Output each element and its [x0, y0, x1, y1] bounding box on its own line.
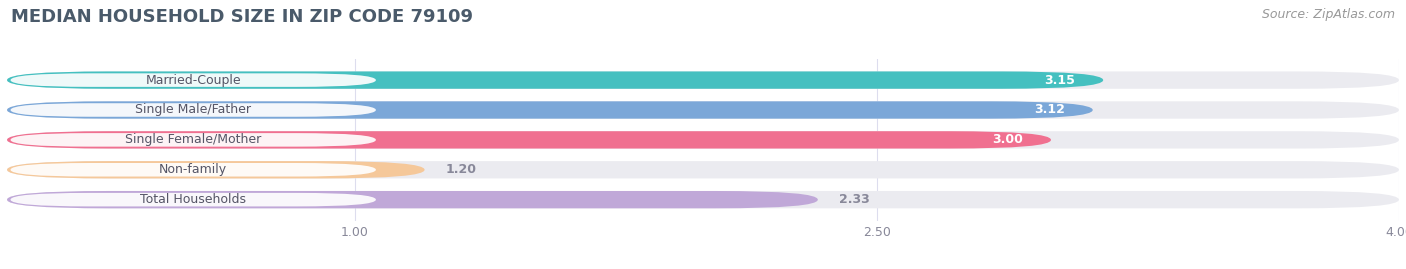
Text: 3.15: 3.15 — [1045, 74, 1076, 87]
Text: Source: ZipAtlas.com: Source: ZipAtlas.com — [1261, 8, 1395, 21]
FancyBboxPatch shape — [7, 161, 425, 178]
FancyBboxPatch shape — [10, 103, 375, 117]
FancyBboxPatch shape — [10, 133, 375, 147]
Text: MEDIAN HOUSEHOLD SIZE IN ZIP CODE 79109: MEDIAN HOUSEHOLD SIZE IN ZIP CODE 79109 — [11, 8, 474, 26]
FancyBboxPatch shape — [7, 72, 1104, 89]
Text: Single Female/Mother: Single Female/Mother — [125, 133, 262, 146]
Text: Married-Couple: Married-Couple — [145, 74, 240, 87]
FancyBboxPatch shape — [7, 101, 1399, 119]
Text: 3.12: 3.12 — [1033, 104, 1064, 116]
FancyBboxPatch shape — [7, 72, 1399, 89]
FancyBboxPatch shape — [10, 193, 375, 206]
FancyBboxPatch shape — [7, 131, 1050, 148]
Text: 3.00: 3.00 — [993, 133, 1024, 146]
Text: 2.33: 2.33 — [839, 193, 869, 206]
Text: Single Male/Father: Single Male/Father — [135, 104, 252, 116]
FancyBboxPatch shape — [7, 131, 1399, 148]
Text: 1.20: 1.20 — [446, 163, 477, 176]
FancyBboxPatch shape — [7, 191, 1399, 208]
Text: Total Households: Total Households — [141, 193, 246, 206]
FancyBboxPatch shape — [7, 101, 1092, 119]
Text: Non-family: Non-family — [159, 163, 228, 176]
FancyBboxPatch shape — [7, 161, 1399, 178]
FancyBboxPatch shape — [10, 163, 375, 176]
FancyBboxPatch shape — [10, 73, 375, 87]
FancyBboxPatch shape — [7, 191, 818, 208]
